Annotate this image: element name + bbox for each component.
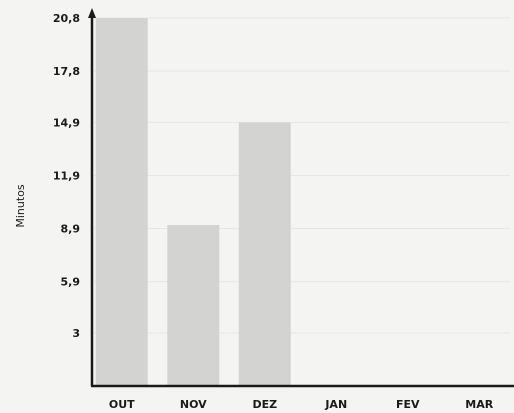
x-category-label-jan: JAN xyxy=(324,398,347,411)
x-category-labels: OUT NOV DEZ JAN FEV MAR xyxy=(109,398,494,411)
x-category-label-out: OUT xyxy=(109,398,135,411)
y-axis-title: Minutos xyxy=(14,184,27,228)
y-tick-label: 14,9 xyxy=(53,116,80,129)
y-tick-label: 11,9 xyxy=(53,169,80,182)
y-tick-label: 3 xyxy=(72,327,80,340)
x-category-label-mar: MAR xyxy=(465,398,493,411)
y-axis-arrow xyxy=(88,8,96,18)
y-tick-labels: 20,8 17,8 14,9 11,9 8,9 5,9 3 xyxy=(53,12,80,340)
x-category-label-dez: DEZ xyxy=(252,398,277,411)
x-category-label-nov: NOV xyxy=(180,398,207,411)
bar-nov xyxy=(167,225,220,386)
y-tick-label: 17,8 xyxy=(53,65,80,78)
x-category-label-fev: FEV xyxy=(396,398,420,411)
y-tick-label: 8,9 xyxy=(61,223,81,236)
y-tick-label: 5,9 xyxy=(61,276,81,289)
axes xyxy=(88,8,514,388)
grid-lines xyxy=(94,17,510,334)
y-tick-label: 20,8 xyxy=(53,12,80,25)
bar-out xyxy=(95,18,148,386)
bars xyxy=(95,18,291,386)
bar-dez xyxy=(238,122,291,386)
